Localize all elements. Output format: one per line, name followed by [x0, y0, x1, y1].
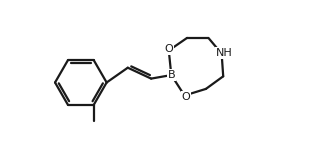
Text: B: B: [167, 70, 175, 80]
Text: NH: NH: [216, 48, 233, 58]
Text: O: O: [182, 92, 190, 102]
Text: O: O: [164, 44, 173, 54]
